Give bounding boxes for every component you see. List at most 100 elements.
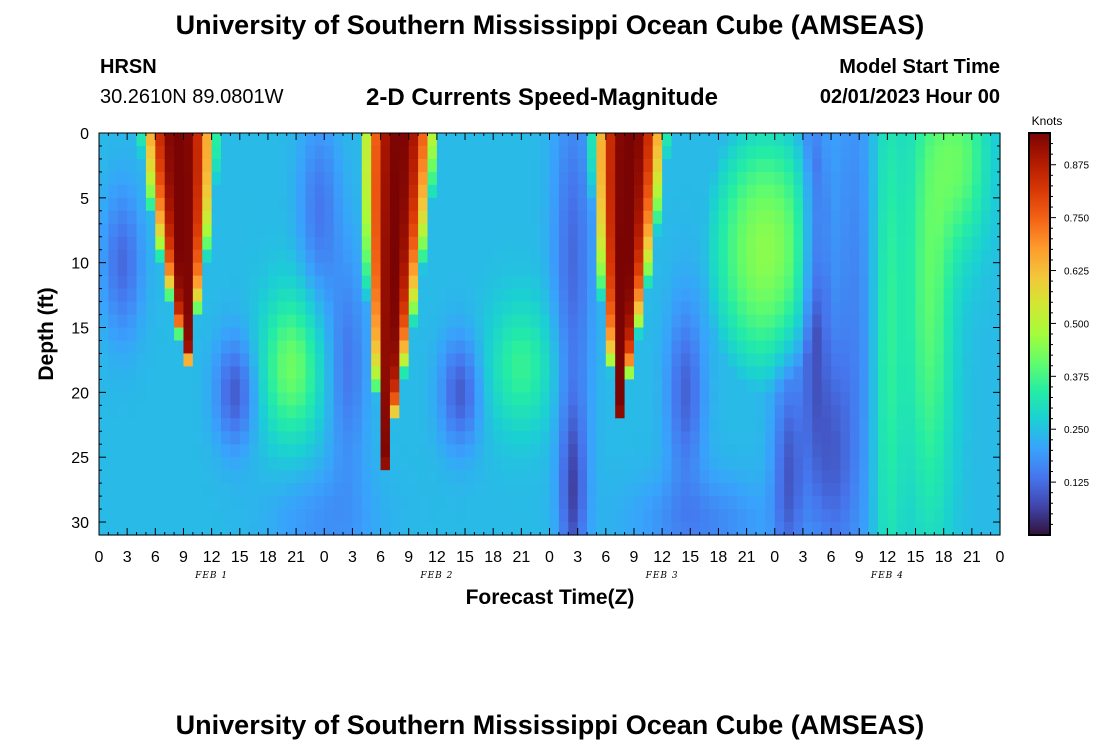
heatmap-cell	[765, 522, 776, 536]
heatmap-cell	[840, 509, 851, 523]
heatmap-cell	[924, 379, 935, 393]
heatmap-cell	[427, 379, 438, 393]
heatmap-cell	[333, 288, 344, 303]
heatmap-cell	[324, 327, 335, 342]
heatmap-cell	[990, 457, 1001, 471]
heatmap-cell	[971, 171, 982, 186]
heatmap-cell	[324, 184, 335, 199]
heatmap-cell	[408, 366, 419, 380]
heatmap-cell	[399, 236, 410, 251]
heatmap-cell	[249, 223, 260, 238]
heatmap-cell	[709, 509, 720, 523]
heatmap-cell	[953, 301, 964, 316]
heatmap-cell	[624, 249, 635, 264]
heatmap-cell	[643, 418, 654, 432]
heatmap-cell	[465, 171, 476, 186]
heatmap-cell	[502, 171, 513, 186]
x-tick-label: 18	[935, 549, 953, 566]
heatmap-cell	[802, 288, 813, 303]
heatmap-cell	[831, 223, 842, 238]
heatmap-cell	[211, 431, 222, 445]
heatmap-cell	[840, 483, 851, 497]
heatmap-cell	[258, 145, 269, 160]
heatmap-cell	[868, 418, 879, 432]
heatmap-cell	[389, 275, 400, 290]
heatmap-cell	[249, 483, 260, 497]
heatmap-cell	[465, 457, 476, 471]
heatmap-cell	[202, 340, 213, 355]
heatmap-cell	[418, 340, 429, 355]
heatmap-cell	[953, 145, 964, 160]
heatmap-cell	[802, 522, 813, 536]
heatmap-cell	[633, 340, 644, 355]
heatmap-cell	[230, 197, 241, 212]
heatmap-cell	[727, 418, 738, 432]
heatmap-cell	[746, 314, 757, 329]
heatmap-cell	[305, 236, 316, 251]
heatmap-cell	[446, 236, 457, 251]
heatmap-cell	[906, 483, 917, 497]
heatmap-cell	[399, 340, 410, 355]
heatmap-cell	[352, 470, 363, 484]
heatmap-cell	[380, 431, 391, 445]
heatmap-cell	[915, 418, 926, 432]
heatmap-cell	[962, 223, 973, 238]
heatmap-cell	[690, 327, 701, 342]
heatmap-cell	[286, 496, 297, 510]
heatmap-cell	[455, 223, 466, 238]
heatmap-cell	[699, 379, 710, 393]
heatmap-cell	[389, 444, 400, 458]
heatmap-cell	[474, 483, 485, 497]
heatmap-cell	[906, 431, 917, 445]
heatmap-cell	[953, 522, 964, 536]
heatmap-cell	[521, 171, 532, 186]
heatmap-cell	[333, 431, 344, 445]
heatmap-cell	[108, 236, 119, 251]
heatmap-cell	[990, 171, 1001, 186]
heatmap-cell	[493, 275, 504, 290]
heatmap-cell	[296, 366, 307, 380]
heatmap-cell	[230, 223, 241, 238]
heatmap-cell	[821, 496, 832, 510]
heatmap-cell	[399, 249, 410, 264]
heatmap-cell	[296, 184, 307, 199]
heatmap-cell	[652, 158, 663, 173]
heatmap-cell	[436, 379, 447, 393]
heatmap-cell	[296, 145, 307, 160]
heatmap-cell	[286, 431, 297, 445]
heatmap-cell	[859, 353, 870, 368]
heatmap-cell	[277, 405, 288, 419]
heatmap-cell	[333, 418, 344, 432]
heatmap-cell	[408, 301, 419, 316]
heatmap-cell	[755, 288, 766, 303]
heatmap-cell	[389, 197, 400, 212]
heatmap-cell	[981, 197, 992, 212]
heatmap-cell	[877, 392, 888, 406]
heatmap-cell	[859, 301, 870, 316]
heatmap-cell	[108, 171, 119, 186]
heatmap-cell	[615, 301, 626, 316]
heatmap-cell	[530, 158, 541, 173]
heatmap-cell	[446, 340, 457, 355]
heatmap-cell	[108, 288, 119, 303]
heatmap-cell	[605, 275, 616, 290]
x-tick-label: 18	[710, 549, 728, 566]
heatmap-cell	[343, 392, 354, 406]
heatmap-cell	[840, 223, 851, 238]
heatmap-cell	[784, 431, 795, 445]
heatmap-cell	[915, 444, 926, 458]
heatmap-cell	[418, 431, 429, 445]
heatmap-cell	[502, 457, 513, 471]
heatmap-cell	[605, 171, 616, 186]
heatmap-cell	[906, 223, 917, 238]
heatmap-cell	[727, 483, 738, 497]
heatmap-cell	[108, 522, 119, 536]
heatmap-cell	[267, 133, 278, 147]
heatmap-cell	[887, 418, 898, 432]
heatmap-cell	[511, 522, 522, 536]
heatmap-cell	[258, 496, 269, 510]
heatmap-cell	[953, 236, 964, 251]
heatmap-cell	[465, 236, 476, 251]
heatmap-cell	[267, 249, 278, 264]
heatmap-cell	[831, 301, 842, 316]
